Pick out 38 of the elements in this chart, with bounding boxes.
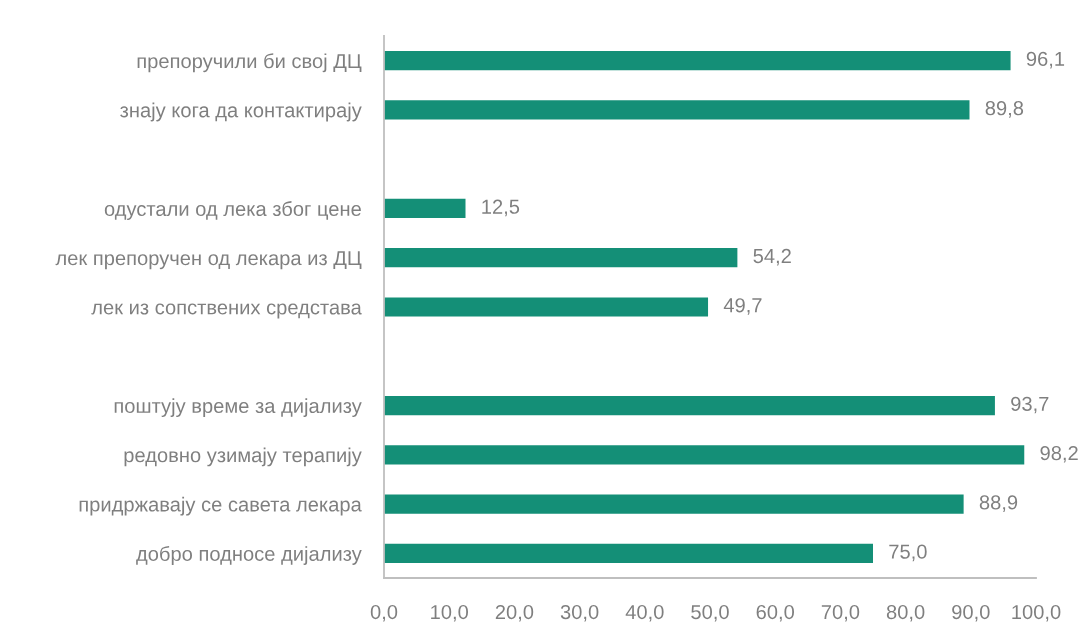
- y-tick-label: придржавају се савета лекара: [79, 496, 362, 516]
- bar: [384, 543, 873, 563]
- data-label: 96,1: [1026, 51, 1065, 69]
- x-tick-label: 30,0: [560, 604, 599, 622]
- bar: [384, 395, 995, 416]
- data-label: 88,9: [979, 495, 1018, 512]
- x-tick-label: 20,0: [495, 604, 534, 622]
- x-tick-label: 80,0: [886, 604, 925, 622]
- bar: [384, 51, 1011, 71]
- y-tick-label: добро подносе дијализу: [136, 545, 362, 565]
- x-tick-label: 90,0: [952, 604, 990, 622]
- x-tick-label: 10,0: [431, 604, 469, 622]
- y-tick-label: лек препоручен од лекара из ДЦ: [55, 251, 362, 270]
- bar: [384, 100, 970, 120]
- bar: [384, 248, 738, 268]
- y-tick-label: одустали од лека због цене: [104, 201, 361, 221]
- bar: [384, 445, 1025, 465]
- bar: [384, 198, 466, 219]
- y-tick-label: лек из сопствених средстава: [91, 303, 362, 319]
- y-tick-label: знају кога да контактирају: [120, 102, 362, 122]
- data-label: 98,2: [1040, 445, 1078, 463]
- data-label: 89,8: [985, 101, 1024, 118]
- x-tick-label: 40,0: [625, 604, 664, 622]
- data-label: 93,7: [1011, 396, 1049, 414]
- y-tick-label: редовно узимају терапију: [124, 447, 362, 467]
- bar: [384, 297, 709, 317]
- bar: [384, 494, 964, 514]
- y-tick-label: поштују време за дијализу: [114, 398, 362, 418]
- x-tick-label: 70,0: [821, 604, 860, 622]
- x-tick-label: 50,0: [691, 604, 729, 622]
- data-label: 54,2: [753, 248, 791, 266]
- x-tick-label: 0,0: [370, 604, 398, 622]
- y-tick-label: препоручили би свој ДЦ: [137, 53, 362, 73]
- data-label: 75,0: [889, 544, 927, 562]
- data-label: 12,5: [482, 199, 520, 217]
- data-label: 49,7: [723, 298, 762, 315]
- x-tick-label: 60,0: [756, 604, 795, 622]
- x-tick-label: 100,0: [1012, 604, 1061, 622]
